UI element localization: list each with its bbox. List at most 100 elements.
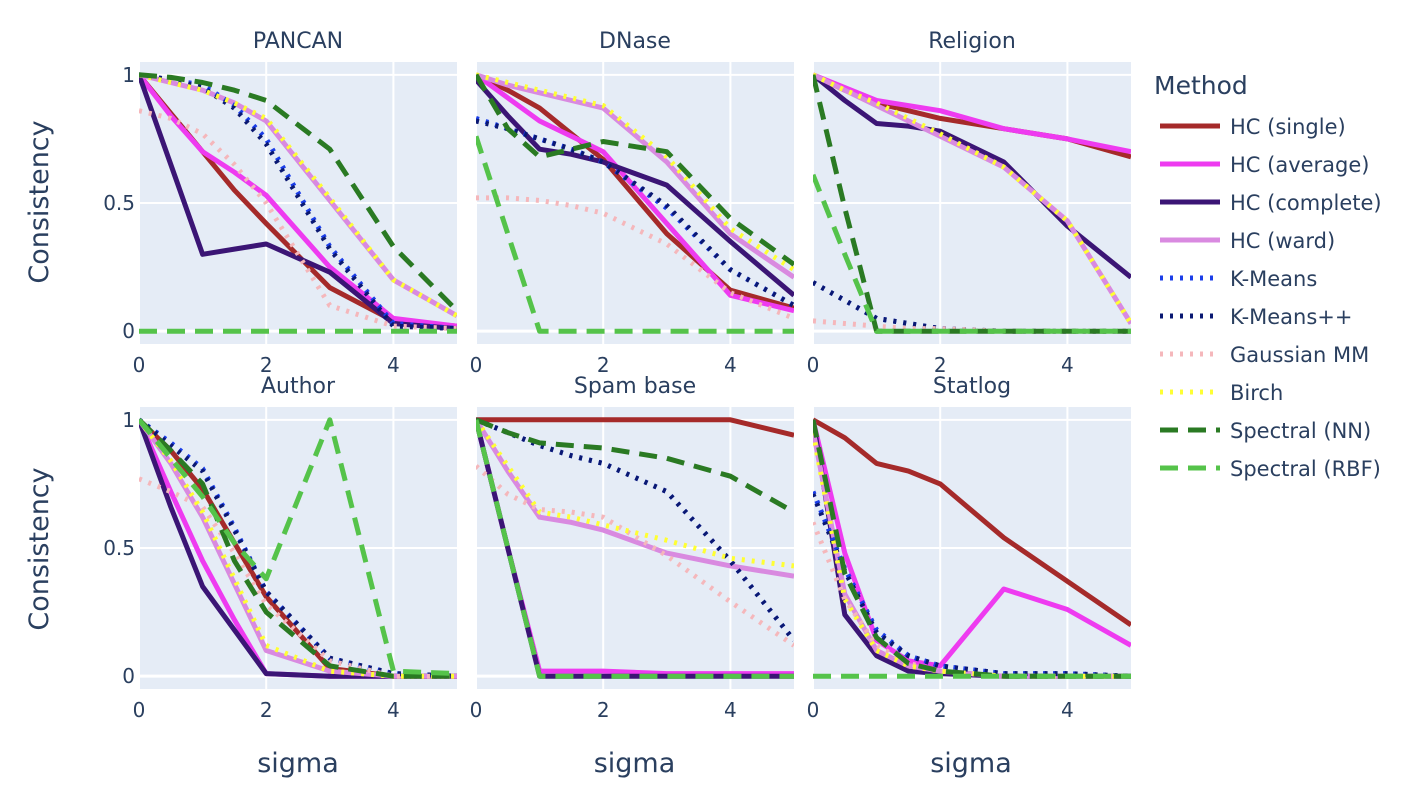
series-line [813,173,1131,334]
y-tick-label: 1 [122,408,135,432]
x-tick-label: 4 [1061,698,1074,722]
series-line [476,417,794,642]
series-line [476,73,794,267]
subplot-title: Spam base [574,374,696,399]
series-line [139,72,457,318]
x-tick-label: 4 [387,353,400,377]
legend-title: Method [1154,71,1248,100]
x-tick-label: 4 [387,698,400,722]
series-line [139,417,457,677]
legend-item: HC (single) [1160,115,1346,139]
series-line [476,418,794,569]
series-line [139,73,457,329]
series-line [139,73,457,332]
series-line [813,419,1131,679]
y-axis-title: Consistency [24,467,55,630]
x-tick-label: 2 [260,698,273,722]
legend-label: K-Means [1230,267,1317,291]
series-line [139,72,457,313]
series-group [813,417,1131,679]
series-group [476,72,794,334]
legend-item: Spectral (RBF) [1160,457,1381,481]
legend-label: HC (ward) [1230,229,1335,253]
x-axis-title: sigma [930,748,1012,779]
y-axis-title: Consistency [24,120,55,283]
y-tick-label: 1 [122,63,135,87]
subplot-title: DNase [599,29,671,54]
subplot: PANCAN 0 2 4 0 0.5 1 [103,29,457,377]
legend-item: K-Means [1160,267,1317,291]
series-line [139,476,457,679]
series-group [139,72,457,334]
legend-item: HC (ward) [1160,229,1335,253]
x-tick-label: 2 [597,698,610,722]
legend-item: HC (complete) [1160,191,1382,215]
subplot-title: Statlog [933,374,1011,399]
legend-label: K-Means++ [1230,305,1353,329]
series-line [476,195,794,321]
legend-label: HC (average) [1230,153,1369,177]
x-tick-label: 0 [807,353,820,377]
series-line [476,417,794,438]
series-line [813,318,1131,334]
x-axis-title: sigma [594,748,676,779]
legend-label: HC (single) [1230,115,1346,139]
x-tick-label: 2 [934,698,947,722]
series-line [813,417,1131,627]
subplot: DNase 0 2 4 [470,29,794,377]
legend-item: K-Means++ [1160,305,1353,329]
series-line [813,74,1131,334]
legend-label: HC (complete) [1230,191,1382,215]
series-line [476,72,794,280]
series-line [813,72,1131,325]
series-line [476,72,794,272]
legend-label: Gaussian MM [1230,343,1369,367]
x-tick-label: 2 [597,353,610,377]
series-line [139,418,457,679]
x-tick-label: 0 [470,698,483,722]
series-line [813,493,1131,679]
subplot-title: Author [261,374,336,399]
y-tick-label: 0 [122,664,135,688]
legend-item: Birch [1160,381,1283,405]
series-line [813,280,1131,334]
x-tick-label: 4 [724,353,737,377]
series-line [476,464,794,648]
legend-item: Gaussian MM [1160,343,1369,367]
y-tick-label: 0.5 [103,191,135,215]
series-line [476,78,794,298]
legend-label: Spectral (RBF) [1230,457,1381,481]
series-group [813,72,1131,334]
x-tick-label: 4 [1061,353,1074,377]
legend-item: Spectral (NN) [1160,419,1371,443]
series-group [139,417,457,679]
subplot: Religion 0 2 4 [807,29,1131,377]
x-tick-label: 2 [260,353,273,377]
y-axis-titles: Consistency Consistency [24,120,55,630]
series-line [476,417,794,515]
subplot-title: PANCAN [253,29,343,54]
legend-item: HC (average) [1160,153,1369,177]
subplot: Spam base 0 2 4 [470,374,794,722]
series-line [813,490,1131,679]
subplot: Author 0 2 4 0 0.5 1 [103,374,457,722]
subplot-grid: PANCAN 0 2 4 0 0.5 1 DNase 0 2 4 Religion 0 2 4 Author 0… [103,29,1131,722]
subplot: Statlog 0 2 4 [807,374,1131,722]
series-line [476,418,794,579]
x-tick-label: 0 [807,698,820,722]
y-tick-label: 0.5 [103,536,135,560]
legend-label: Spectral (NN) [1230,419,1371,443]
x-tick-label: 0 [133,698,146,722]
series-line [476,135,794,334]
x-axis-title: sigma [257,748,339,779]
x-tick-label: 4 [724,698,737,722]
x-tick-label: 0 [470,353,483,377]
x-axis-titles: sigma sigma sigma [257,748,1012,779]
subplot-title: Religion [928,29,1016,54]
y-tick-label: 0 [122,319,135,343]
legend-label: Birch [1230,381,1283,405]
x-tick-label: 0 [133,353,146,377]
series-line [476,419,794,679]
legend: Method HC (single) HC (average) HC (comple… [1154,71,1382,481]
